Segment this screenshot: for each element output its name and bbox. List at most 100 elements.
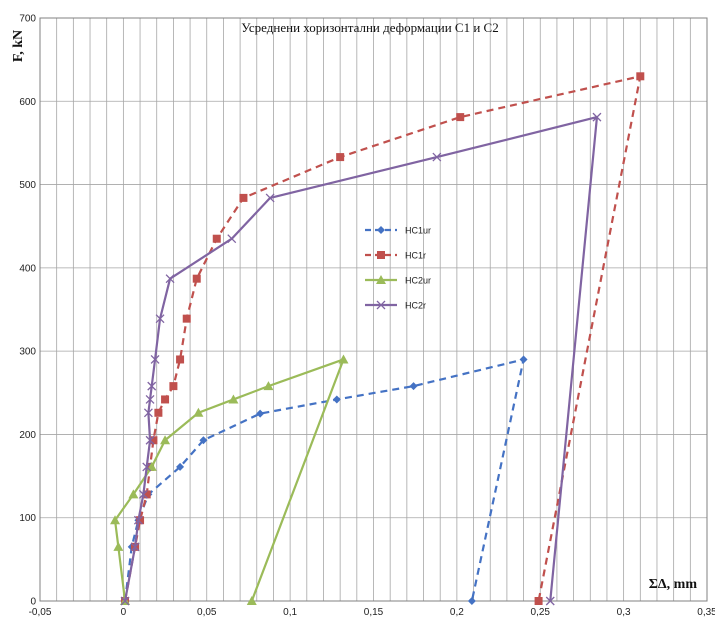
x-tick-label: 0,15	[364, 607, 384, 618]
series-HC2r	[120, 112, 602, 606]
x-tick-label: 0,2	[450, 607, 464, 618]
marker-stroke	[120, 596, 130, 606]
x-tick-label: 0,35	[697, 607, 715, 618]
data-point-marker	[138, 489, 148, 499]
data-point-marker	[592, 112, 602, 122]
marker-stroke	[545, 596, 555, 606]
y-tick-label: 600	[19, 97, 36, 108]
marker-stroke	[143, 408, 153, 418]
data-point-marker	[169, 382, 178, 391]
data-point-marker	[336, 153, 345, 162]
data-point-marker	[165, 274, 175, 284]
data-point-marker	[193, 407, 204, 417]
marker-stroke	[133, 515, 143, 525]
marker-stroke	[145, 435, 155, 445]
y-tick-label: 100	[19, 513, 36, 524]
chart-title: Усреднени хоризонтални деформации С1 и С…	[241, 20, 498, 35]
data-point-marker	[265, 193, 275, 203]
x-tick-label: 0,3	[617, 607, 631, 618]
data-point-marker	[332, 395, 341, 404]
y-tick-label: 0	[30, 597, 36, 608]
y-axis-ticks: 0 100 200 300 400 500 600 700	[19, 14, 36, 608]
data-point-marker	[142, 462, 152, 472]
legend-item: HC1r	[365, 251, 426, 261]
marker-stroke	[155, 314, 165, 324]
data-point-marker	[150, 355, 160, 364]
data-point-marker	[176, 355, 185, 364]
data-point-marker	[227, 234, 237, 244]
marker-stroke	[147, 381, 157, 391]
data-point-marker	[154, 408, 163, 417]
data-point-marker	[145, 394, 155, 404]
data-point-marker	[338, 354, 349, 364]
data-point-marker	[160, 435, 171, 445]
data-point-marker	[519, 355, 528, 364]
data-point-marker	[239, 193, 248, 202]
data-point-marker	[456, 113, 465, 122]
legend-label: HC1ur	[405, 226, 431, 236]
y-axis-title: F, kN	[11, 30, 26, 62]
x-axis-title: ΣΔ, mm	[649, 577, 698, 592]
data-point-marker	[136, 516, 145, 525]
data-point-marker	[263, 381, 274, 391]
data-point-marker	[176, 462, 185, 471]
series-HC2ur	[110, 354, 349, 605]
legend: HC1ur HC1r HC2ur HC2r	[365, 226, 431, 311]
data-point-marker	[128, 489, 139, 499]
data-point-marker	[143, 408, 153, 418]
y-tick-label: 500	[19, 180, 36, 191]
y-tick-label: 200	[19, 430, 36, 441]
y-tick-label: 300	[19, 347, 36, 358]
data-point-marker	[147, 381, 157, 391]
data-point-marker	[409, 382, 418, 391]
data-point-marker	[467, 597, 476, 605]
legend-label: HC2ur	[405, 276, 431, 286]
y-tick-label: 400	[19, 263, 36, 274]
data-point-marker	[192, 274, 201, 283]
legend-label: HC2r	[405, 301, 426, 311]
marker-stroke	[142, 462, 152, 472]
legend-label: HC1r	[405, 251, 426, 261]
legend-item: HC2ur	[365, 275, 431, 286]
marker-stroke	[227, 234, 237, 244]
data-point-marker	[377, 251, 385, 259]
data-point-marker	[120, 596, 130, 606]
data-point-marker	[149, 436, 158, 445]
marker-stroke	[130, 542, 140, 552]
x-tick-label: 0,05	[197, 607, 217, 618]
legend-item: HC2r	[365, 301, 426, 311]
data-point-marker	[199, 436, 208, 445]
data-point-marker	[534, 597, 543, 605]
data-point-marker	[432, 152, 442, 162]
data-point-marker	[133, 515, 143, 525]
data-point-marker	[545, 596, 555, 606]
legend-item: HC1ur	[365, 226, 431, 236]
data-point-marker	[130, 542, 140, 552]
data-point-marker	[246, 596, 257, 605]
data-point-marker	[161, 395, 170, 404]
data-point-marker	[377, 226, 385, 234]
data-point-marker	[182, 314, 191, 323]
data-point-marker	[212, 234, 221, 243]
marker-stroke	[145, 394, 155, 404]
plot-area-frame	[39, 17, 708, 602]
marker-stroke	[265, 193, 275, 203]
marker-stroke	[165, 274, 175, 284]
x-tick-label: 0	[121, 607, 127, 618]
data-point-marker	[376, 275, 386, 284]
marker-stroke	[432, 152, 442, 162]
grid	[39, 17, 708, 602]
data-point-marker	[155, 314, 165, 324]
y-tick-label: 700	[19, 14, 36, 25]
marker-stroke	[138, 489, 148, 499]
x-tick-label: -0,05	[29, 607, 52, 618]
marker-stroke	[150, 355, 160, 364]
data-point-marker	[376, 300, 386, 310]
data-point-marker	[110, 515, 121, 525]
series-line	[123, 358, 525, 602]
data-point-marker	[228, 394, 239, 404]
data-point-marker	[145, 435, 155, 445]
x-tick-label: 0,25	[531, 607, 551, 618]
